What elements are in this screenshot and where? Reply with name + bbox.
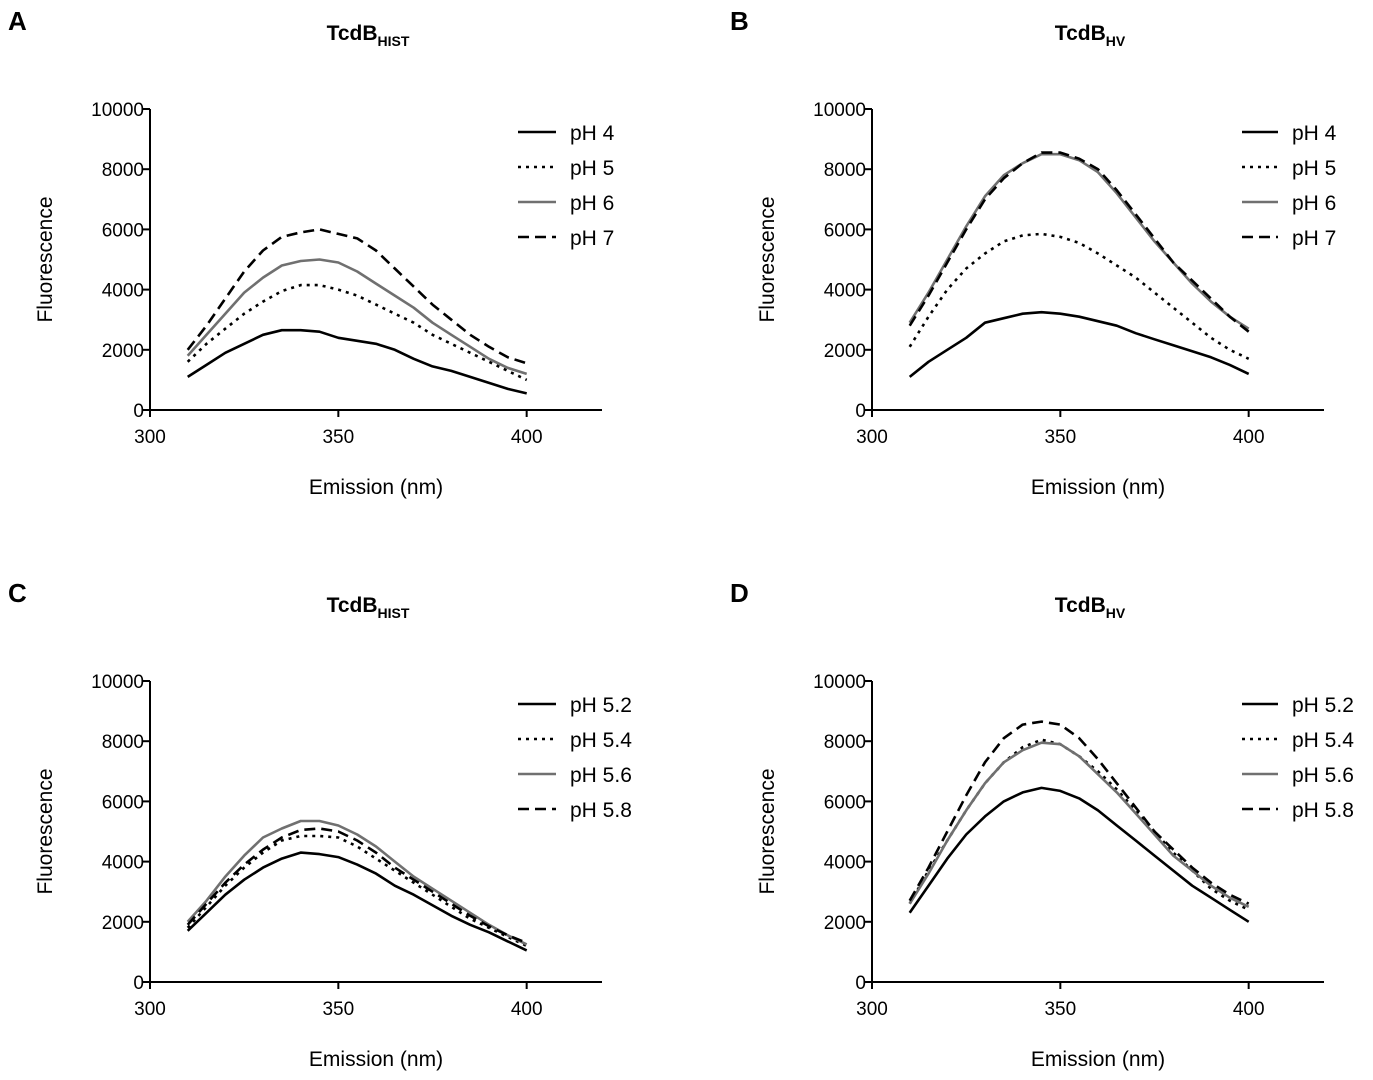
y-tick-label: 8000 [102,732,144,753]
y-tick-label: 10000 [91,672,144,693]
legend-label: pH 5 [1292,157,1336,180]
series-line-ph-4 [187,328,528,395]
legend-label: pH 5.8 [1292,799,1354,822]
legend-label: pH 7 [1292,227,1336,250]
legend-label: pH 5.6 [570,764,632,787]
series-line-ph-5-4 [908,738,1250,911]
y-tick-label: 0 [855,401,866,422]
chart-panel-c: C TcdBHIST 0 2000 4000 6000 8000 10000 300 350 400… [8,578,632,1071]
y-tick-label: 2000 [102,913,144,934]
y-tick-label: 4000 [824,281,866,302]
y-tick-label: 8000 [824,732,866,753]
y-tick-label: 6000 [824,220,866,241]
panel-title: TcdBHV [1055,22,1126,49]
panel-letter: A [8,6,27,36]
legend-label: pH 5.2 [570,694,632,717]
panel-title-subscript: HV [1106,33,1126,49]
panel-title-subscript: HV [1106,605,1126,621]
series-line-ph-5-4 [186,834,528,948]
x-tick-label: 300 [134,427,166,448]
x-tick-label: 350 [1044,427,1076,448]
x-tick-label: 300 [134,999,166,1020]
series-line-ph-5-6 [186,819,528,946]
panel-letter: C [8,578,27,608]
legend-label: pH 6 [570,192,614,215]
panel-title-main: TcdB [327,22,378,45]
y-axis-label: Fluorescence [756,768,779,894]
x-tick-label: 400 [511,999,543,1020]
series-line-ph-5-8 [186,827,528,945]
series-line-ph-6 [908,152,1250,330]
x-axis-label: Emission (nm) [1031,476,1165,499]
y-tick-label: 8000 [102,160,144,181]
x-tick-label: 350 [322,427,354,448]
legend-label: pH 5.4 [1292,729,1354,752]
legend-label: pH 4 [570,122,615,145]
legend-label: pH 5.4 [570,729,632,752]
legend-label: pH 5.2 [1292,694,1354,717]
panel-title: TcdBHV [1055,594,1126,621]
series-line-ph-4 [908,310,1250,378]
panel-title-subscript: HIST [378,33,410,49]
y-tick-label: 0 [855,973,866,994]
y-axis-label: Fluorescence [34,196,57,322]
y-tick-label: 2000 [824,913,866,934]
panel-title-main: TcdB [1055,22,1106,45]
series-line-ph-5-6 [908,741,1250,908]
x-tick-label: 400 [1233,999,1265,1020]
y-axis-label: Fluorescence [756,196,779,322]
y-tick-label: 8000 [824,160,866,181]
panel-title-subscript: HIST [378,605,410,621]
legend-label: pH 5.6 [1292,764,1354,787]
panel-letter: D [730,578,749,608]
x-axis-label: Emission (nm) [309,476,443,499]
x-tick-label: 300 [856,999,888,1020]
panel-title: TcdBHIST [327,22,410,49]
series-line-ph-7 [186,228,528,365]
legend-label: pH 4 [1292,122,1337,145]
y-tick-label: 4000 [102,281,144,302]
series-line-ph-7 [908,151,1250,333]
y-tick-label: 2000 [102,341,144,362]
legend-label: pH 5.8 [570,799,632,822]
y-tick-label: 10000 [813,100,866,121]
series-line-ph-5-2 [908,786,1250,923]
x-tick-label: 400 [511,427,543,448]
y-tick-label: 4000 [824,853,866,874]
y-axis-label: Fluorescence [34,768,57,894]
x-tick-label: 350 [322,999,354,1020]
y-tick-label: 0 [133,401,144,422]
legend-label: pH 6 [1292,192,1336,215]
y-tick-label: 4000 [102,853,144,874]
legend-label: pH 7 [570,227,614,250]
panel-title: TcdBHIST [327,594,410,621]
series-line-ph-6 [186,258,528,376]
series-line-ph-5 [186,283,528,382]
y-tick-label: 6000 [824,792,866,813]
y-tick-label: 0 [133,973,144,994]
y-tick-label: 6000 [102,792,144,813]
chart-panel-d: D TcdBHV 0 2000 4000 6000 8000 10000 300 350 400 Em… [730,578,1354,1071]
panel-title-main: TcdB [327,594,378,617]
series-line-ph-5-8 [908,720,1250,905]
x-axis-label: Emission (nm) [1031,1048,1165,1071]
x-tick-label: 300 [856,427,888,448]
y-tick-label: 10000 [91,100,144,121]
chart-panel-a: A TcdBHIST 0 2000 4000 6000 8000 10000 300 350 400… [8,6,615,499]
x-axis-label: Emission (nm) [309,1048,443,1071]
y-tick-label: 10000 [813,672,866,693]
panel-letter: B [730,6,749,36]
series-line-ph-5 [908,232,1250,360]
panel-title-main: TcdB [1055,594,1106,617]
x-tick-label: 400 [1233,427,1265,448]
legend-label: pH 5 [570,157,614,180]
y-tick-label: 6000 [102,220,144,241]
x-tick-label: 350 [1044,999,1076,1020]
y-tick-label: 2000 [824,341,866,362]
series-line-ph-5-2 [186,851,528,952]
chart-panel-b: B TcdBHV 0 2000 4000 6000 8000 10000 300 350 400 Em… [730,6,1337,499]
